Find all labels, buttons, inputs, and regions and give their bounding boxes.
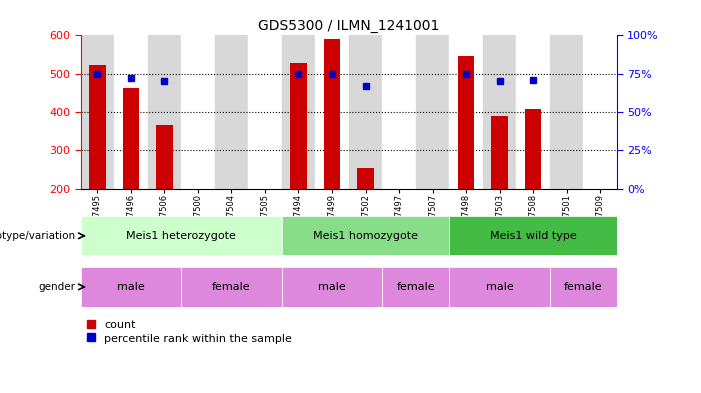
Bar (282, 35, 315, 189)
Bar (81, 216, 282, 255)
Bar (215, 35, 248, 189)
Bar (382, 35, 416, 189)
Bar (282, 216, 449, 255)
Bar (357, 167, 374, 189)
Bar (123, 88, 139, 189)
Bar (449, 35, 483, 189)
Text: Meis1 homozygote: Meis1 homozygote (313, 231, 418, 241)
Bar (550, 35, 583, 189)
Bar (290, 63, 307, 189)
Bar (148, 35, 181, 189)
Bar (349, 35, 382, 189)
Text: genotype/variation: genotype/variation (0, 231, 75, 241)
Bar (156, 125, 172, 189)
Bar (449, 216, 617, 255)
Bar (458, 56, 475, 189)
Bar (382, 267, 449, 307)
Bar (525, 109, 541, 189)
Bar (89, 65, 106, 189)
Text: male: male (117, 282, 145, 292)
Text: female: female (564, 282, 603, 292)
Text: female: female (397, 282, 435, 292)
Bar (315, 35, 349, 189)
Bar (114, 35, 148, 189)
Text: male: male (486, 282, 513, 292)
Bar (248, 35, 282, 189)
Bar (449, 267, 550, 307)
Bar (416, 35, 449, 189)
Bar (81, 267, 181, 307)
Bar (181, 35, 215, 189)
Text: Meis1 heterozygote: Meis1 heterozygote (126, 231, 236, 241)
Text: female: female (212, 282, 251, 292)
Title: GDS5300 / ILMN_1241001: GDS5300 / ILMN_1241001 (258, 19, 440, 33)
Text: gender: gender (39, 282, 75, 292)
Bar (491, 116, 508, 189)
Bar (324, 39, 341, 189)
Text: male: male (318, 282, 346, 292)
Bar (517, 35, 550, 189)
Bar (81, 35, 114, 189)
Text: Meis1 wild type: Meis1 wild type (490, 231, 576, 241)
Bar (483, 35, 517, 189)
Legend: count, percentile rank within the sample: count, percentile rank within the sample (86, 320, 292, 343)
Bar (583, 35, 617, 189)
Bar (181, 267, 282, 307)
Bar (550, 267, 617, 307)
Bar (282, 267, 382, 307)
